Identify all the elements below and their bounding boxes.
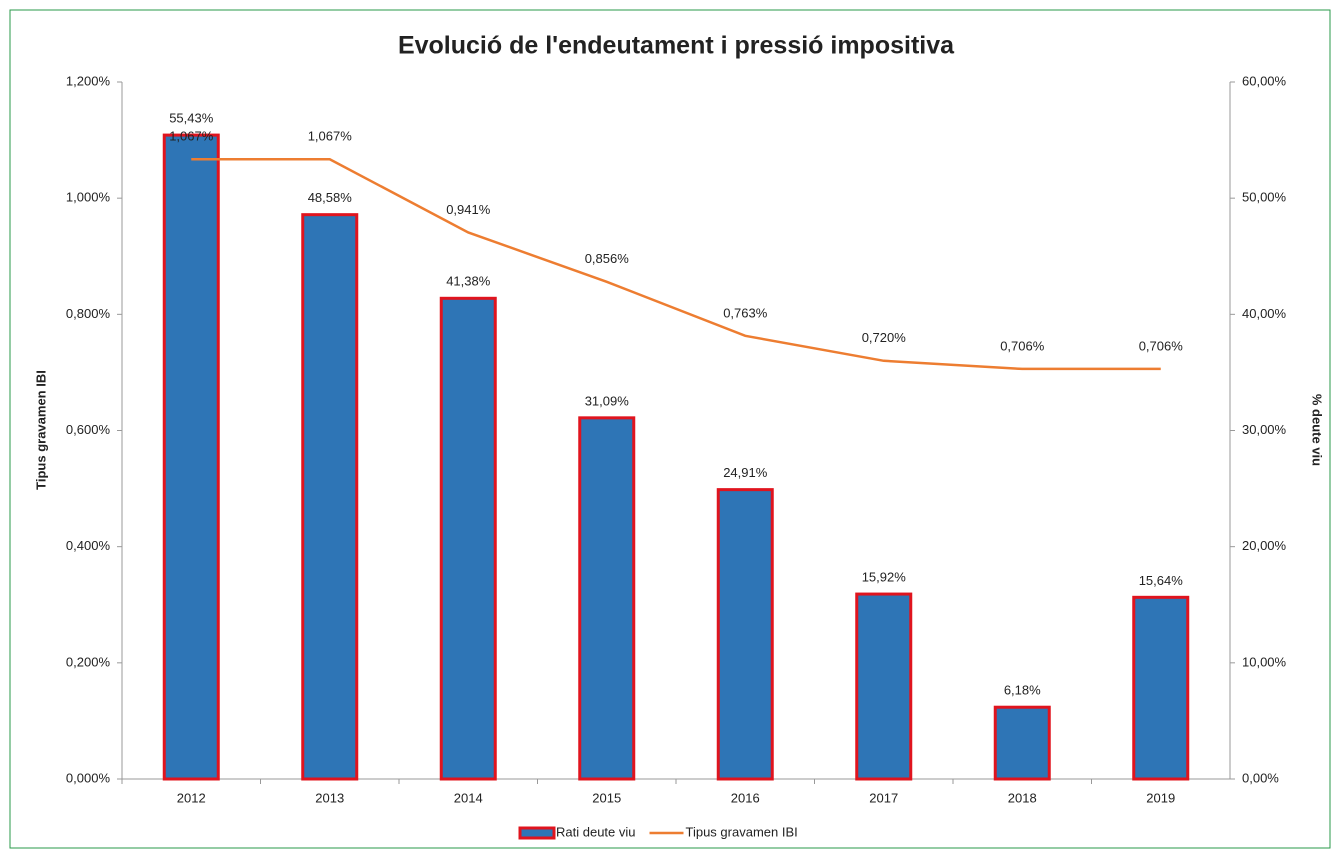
y2-tick-label: 10,00% bbox=[1242, 654, 1287, 669]
line-value-label: 0,720% bbox=[862, 330, 907, 345]
x-tick-label: 2017 bbox=[869, 790, 898, 805]
bar-value-label: 24,91% bbox=[723, 465, 768, 480]
y2-tick-label: 40,00% bbox=[1242, 306, 1287, 321]
y2-tick-label: 20,00% bbox=[1242, 538, 1287, 553]
bar bbox=[439, 296, 497, 781]
bar-value-label: 48,58% bbox=[308, 190, 353, 205]
y-axis-title: Tipus gravamen IBI bbox=[33, 370, 48, 490]
y-tick-label: 0,200% bbox=[66, 654, 111, 669]
y-tick-label: 0,000% bbox=[66, 770, 111, 785]
legend-label: Tipus gravamen IBI bbox=[686, 824, 798, 839]
y2-tick-label: 60,00% bbox=[1242, 73, 1287, 88]
bar-value-label: 15,64% bbox=[1139, 573, 1184, 588]
y-tick-label: 0,600% bbox=[66, 422, 111, 437]
bar bbox=[162, 133, 220, 781]
line-value-label: 1,067% bbox=[169, 129, 214, 144]
line-value-label: 0,856% bbox=[585, 251, 630, 266]
x-tick-label: 2015 bbox=[592, 790, 621, 805]
bar-value-label: 55,43% bbox=[169, 111, 214, 126]
y-tick-label: 1,000% bbox=[66, 190, 111, 205]
y2-axis-title: % deute viu bbox=[1310, 394, 1325, 466]
chart-title: Evolució de l'endeutament i pressió impo… bbox=[398, 32, 955, 60]
bar bbox=[993, 705, 1051, 781]
bar bbox=[855, 592, 913, 781]
legend-label: Rati deute viu bbox=[556, 824, 636, 839]
line-value-label: 0,706% bbox=[1000, 338, 1045, 353]
x-tick-label: 2019 bbox=[1146, 790, 1175, 805]
chart-frame bbox=[9, 9, 1331, 849]
bar-value-label: 6,18% bbox=[1004, 683, 1041, 698]
y-tick-label: 1,200% bbox=[66, 73, 111, 88]
line-value-label: 0,706% bbox=[1139, 338, 1184, 353]
bar bbox=[301, 213, 359, 781]
bar bbox=[1132, 595, 1190, 781]
bar bbox=[578, 416, 636, 781]
legend-swatch bbox=[518, 826, 556, 840]
line-value-label: 1,067% bbox=[308, 129, 353, 144]
bar-value-label: 31,09% bbox=[585, 393, 630, 408]
y2-tick-label: 0,00% bbox=[1242, 770, 1279, 785]
x-tick-label: 2014 bbox=[454, 790, 483, 805]
x-tick-label: 2016 bbox=[731, 790, 760, 805]
bar-value-label: 15,92% bbox=[862, 570, 907, 585]
line-value-label: 0,763% bbox=[723, 305, 768, 320]
line-value-label: 0,941% bbox=[446, 202, 491, 217]
y2-tick-label: 50,00% bbox=[1242, 190, 1287, 205]
y2-tick-label: 30,00% bbox=[1242, 422, 1287, 437]
x-tick-label: 2012 bbox=[177, 790, 206, 805]
x-tick-label: 2018 bbox=[1008, 790, 1037, 805]
x-tick-label: 2013 bbox=[315, 790, 344, 805]
bar bbox=[716, 488, 774, 781]
y-tick-label: 0,800% bbox=[66, 306, 111, 321]
line bbox=[191, 158, 1161, 371]
y-tick-label: 0,400% bbox=[66, 538, 111, 553]
bar-value-label: 41,38% bbox=[446, 274, 491, 289]
